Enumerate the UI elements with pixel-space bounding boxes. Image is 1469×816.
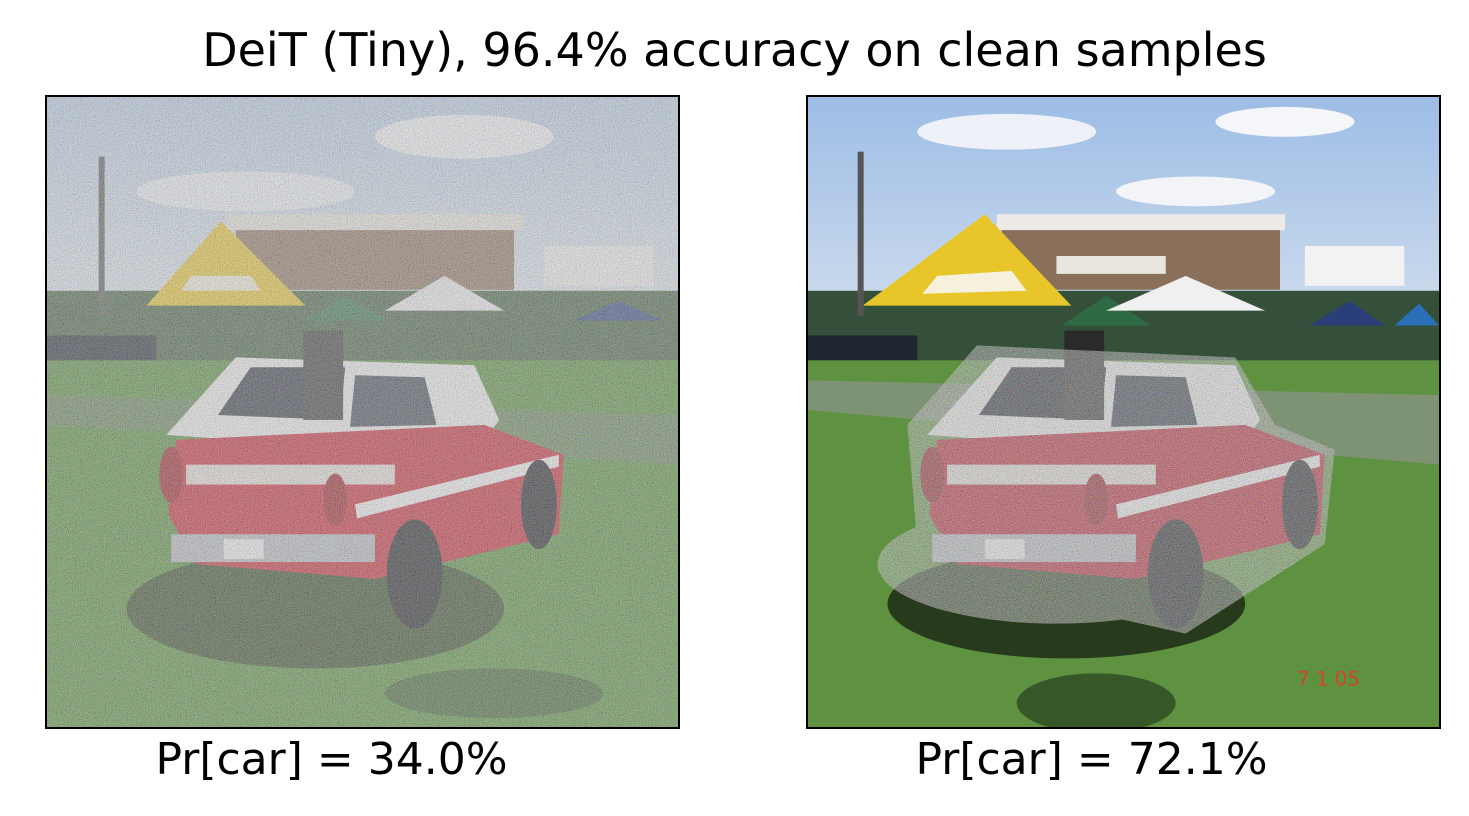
figure-title: DeiT (Tiny), 96.4% accuracy on clean sam… <box>202 23 1267 77</box>
date-stamp: 7 1 05 <box>1297 667 1360 690</box>
caption-noisy: Pr[car] = 34.0% <box>155 734 508 785</box>
patched-image-panel: 7 1 05 <box>806 95 1441 729</box>
noise-overlay <box>47 97 678 727</box>
caption-patched: Pr[car] = 72.1% <box>915 734 1268 785</box>
car-scene-image-patched: 7 1 05 <box>808 97 1439 727</box>
noisy-image-panel <box>45 95 680 729</box>
car-scene-image-noisy <box>47 97 678 727</box>
